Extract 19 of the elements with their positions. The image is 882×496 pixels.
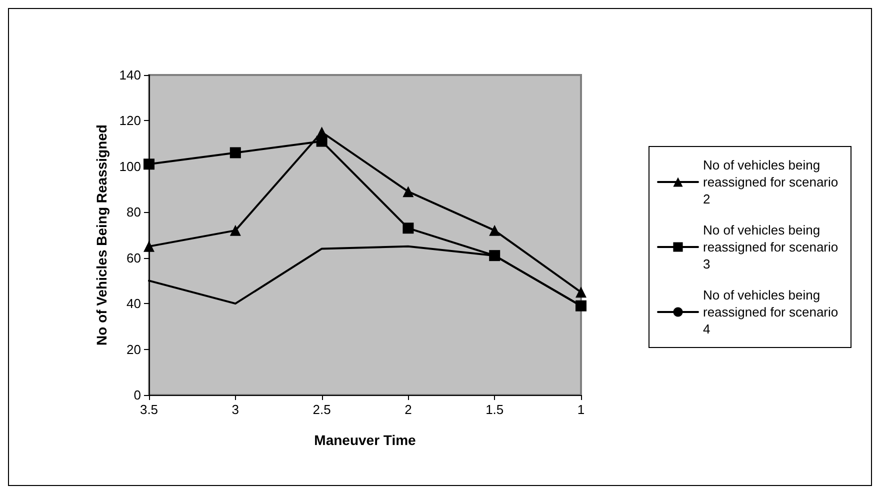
y-tick-label: 40: [126, 296, 141, 312]
y-tick-label: 80: [126, 204, 141, 220]
y-tick-label: 140: [119, 68, 141, 82]
x-tick-label: 1: [577, 402, 585, 417]
y-tick-label: 100: [119, 158, 141, 174]
y-tick-label: 20: [126, 342, 141, 357]
x-axis-title: Maneuver Time: [314, 432, 416, 448]
y-tick-label: 60: [126, 250, 141, 266]
x-tick-label: 2: [404, 402, 412, 417]
x-tick-label: 3: [232, 402, 240, 417]
y-axis-title: No of Vehicles Being Reassigned: [93, 124, 110, 346]
y-tick-label: 120: [119, 113, 141, 128]
x-tick-label: 1.5: [486, 402, 504, 417]
legend-label: No of vehicles being reassigned for scenario 2: [703, 158, 842, 206]
legend-label: No of vehicles being reassigned for scenario 4: [703, 288, 842, 336]
x-tick-label: 3.5: [140, 402, 158, 417]
x-tick-label: 2.5: [312, 402, 331, 417]
legend-label: No of vehicles being reassigned for scenario 3: [703, 222, 842, 272]
y-tick-label: 0: [134, 388, 141, 402]
